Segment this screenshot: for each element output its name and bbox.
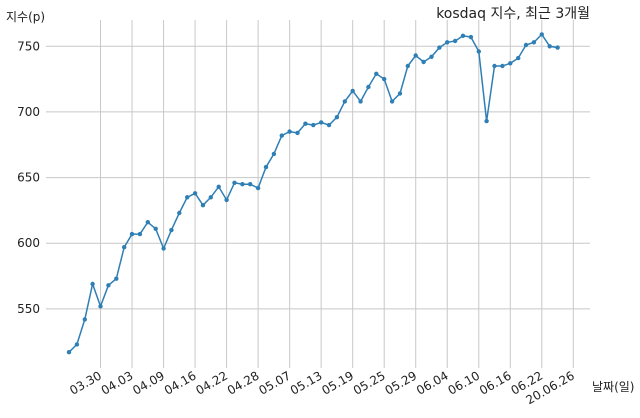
y-tick-labels: 550 600 650 700 750	[17, 39, 40, 316]
x-tick-label-6: 05.07	[256, 368, 293, 397]
x-tick-labels: 03.3004.0304.0904.1604.2204.2805.0705.13…	[67, 368, 577, 407]
data-point-10	[145, 220, 150, 225]
y-tick-label-3: 700	[17, 105, 40, 119]
x-tick-label-2: 04.09	[130, 368, 167, 397]
data-point-40	[382, 76, 387, 82]
data-point-58	[523, 42, 529, 48]
data-point-61	[547, 44, 552, 49]
data-point-52	[476, 49, 481, 54]
data-point-25	[263, 164, 269, 170]
x-tick-label-9: 05.25	[351, 368, 388, 397]
x-tick-label-5: 04.28	[225, 368, 262, 397]
x-tick-label-3: 04.16	[162, 368, 199, 397]
data-point-49	[452, 38, 458, 44]
y-tick-label-4: 750	[17, 39, 40, 53]
data-point-15	[185, 195, 190, 200]
data-point-26	[271, 151, 277, 157]
data-point-54	[492, 63, 497, 69]
points-layer	[66, 32, 560, 355]
data-point-4	[98, 304, 103, 309]
data-point-42	[397, 91, 403, 96]
data-point-36	[350, 88, 355, 94]
data-point-50	[460, 33, 466, 38]
data-point-23	[248, 182, 253, 187]
series-line	[68, 33, 558, 353]
data-point-30	[303, 121, 308, 126]
data-point-47	[437, 45, 442, 50]
line-layer	[68, 33, 558, 353]
data-point-43	[405, 63, 410, 69]
data-point-37	[358, 99, 363, 104]
y-tick-label-2: 650	[17, 171, 40, 185]
data-point-29	[295, 130, 300, 136]
x-axis-label: 날짜(일)	[592, 380, 634, 394]
data-point-1	[74, 342, 80, 347]
data-point-35	[342, 99, 347, 104]
grid-layer	[46, 20, 590, 368]
data-point-21	[232, 180, 237, 185]
data-point-13	[169, 227, 174, 233]
data-point-2	[82, 317, 88, 322]
data-point-9	[137, 231, 143, 237]
data-point-6	[114, 276, 119, 281]
data-point-56	[508, 61, 513, 66]
data-point-39	[374, 71, 379, 77]
data-point-16	[192, 191, 198, 196]
data-point-41	[389, 99, 395, 104]
data-point-38	[366, 84, 371, 90]
data-point-57	[516, 55, 521, 61]
data-point-7	[122, 245, 127, 250]
x-tick-label-4: 04.22	[193, 368, 230, 397]
x-tick-label-11: 06.04	[414, 368, 451, 397]
data-point-45	[421, 59, 426, 65]
x-tick-label-0: 03.30	[67, 368, 104, 397]
x-tick-label-7: 05.13	[288, 368, 325, 397]
data-point-0	[66, 350, 72, 355]
data-point-12	[161, 246, 166, 251]
data-point-8	[129, 231, 135, 237]
x-tick-label-1: 04.03	[99, 368, 136, 397]
data-point-31	[311, 122, 316, 128]
data-point-60	[539, 32, 544, 37]
y-tick-label-0: 550	[17, 302, 40, 316]
data-point-17	[200, 203, 206, 208]
data-point-20	[224, 197, 229, 203]
x-tick-label-8: 05.19	[319, 368, 356, 397]
data-point-34	[334, 115, 340, 120]
y-axis-label: 지수(p)	[6, 10, 45, 24]
data-point-55	[500, 63, 505, 69]
data-point-5	[106, 283, 111, 288]
data-point-48	[445, 40, 450, 45]
data-point-22	[240, 182, 245, 187]
data-point-11	[153, 226, 158, 231]
data-point-24	[255, 185, 261, 191]
data-point-44	[413, 53, 418, 58]
x-tick-label-13: 06.16	[477, 368, 514, 397]
data-point-18	[208, 195, 213, 200]
x-tick-label-10: 05.29	[382, 368, 419, 397]
data-point-33	[326, 122, 332, 128]
data-point-62	[555, 45, 560, 50]
x-tick-label-12: 06.10	[446, 368, 483, 397]
y-tick-label-1: 600	[17, 236, 40, 250]
data-point-27	[279, 133, 284, 138]
data-point-14	[177, 210, 182, 216]
data-point-3	[90, 281, 95, 287]
chart-title: kosdaq 지수, 최근 3개월	[436, 6, 590, 22]
data-point-32	[319, 120, 324, 125]
data-point-19	[216, 184, 221, 189]
data-point-28	[287, 129, 292, 134]
data-point-53	[484, 118, 489, 124]
data-point-59	[531, 40, 537, 45]
data-point-46	[429, 54, 434, 59]
data-point-51	[468, 34, 474, 40]
